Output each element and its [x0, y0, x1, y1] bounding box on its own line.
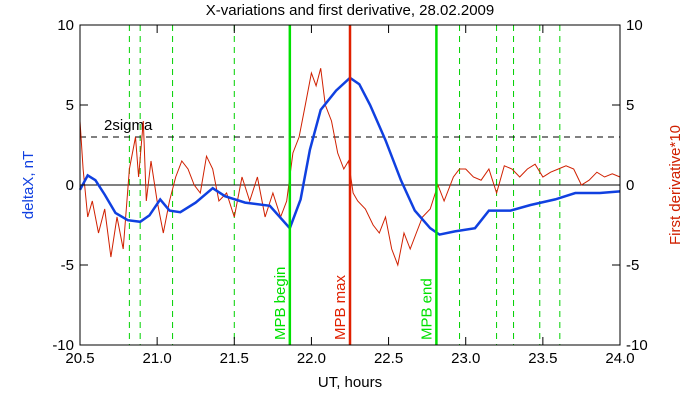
- x-tick-label: 24.0: [605, 350, 634, 367]
- y2-axis-label: First derivative*10: [667, 125, 684, 245]
- y2-tick-label: -5: [626, 257, 639, 274]
- x-tick-label: 23.5: [528, 350, 557, 367]
- y-tick-label: 0: [66, 177, 74, 194]
- y2-tick-label: -10: [626, 337, 648, 354]
- y-tick-label: -5: [61, 257, 74, 274]
- marker-label: MPB end: [418, 278, 435, 340]
- y-tick-label: 5: [66, 97, 74, 114]
- y-tick-label: 10: [57, 17, 74, 34]
- series-line: [79, 68, 621, 267]
- x-tick-label: 21.5: [220, 350, 249, 367]
- y2-tick-label: 0: [626, 177, 634, 194]
- marker-label: MPB max: [332, 274, 349, 340]
- y2-tick-label: 10: [626, 17, 643, 34]
- chart-title: X-variations and first derivative, 28.02…: [206, 2, 495, 19]
- x-tick-label: 23.0: [451, 350, 480, 367]
- x-tick-label: 21.0: [143, 350, 172, 367]
- x-tick-label: 22.0: [297, 350, 326, 367]
- threshold-label: 2sigma: [104, 117, 153, 134]
- series-line: [78, 76, 621, 236]
- x-tick-label: 20.5: [65, 350, 94, 367]
- marker-label: MPB begin: [272, 267, 289, 340]
- x-tick-label: 22.5: [374, 350, 403, 367]
- y-axis-label: deltaX, nT: [20, 151, 37, 219]
- y-tick-label: -10: [52, 337, 74, 354]
- x-axis-label: UT, hours: [318, 374, 382, 391]
- y2-tick-label: 5: [626, 97, 634, 114]
